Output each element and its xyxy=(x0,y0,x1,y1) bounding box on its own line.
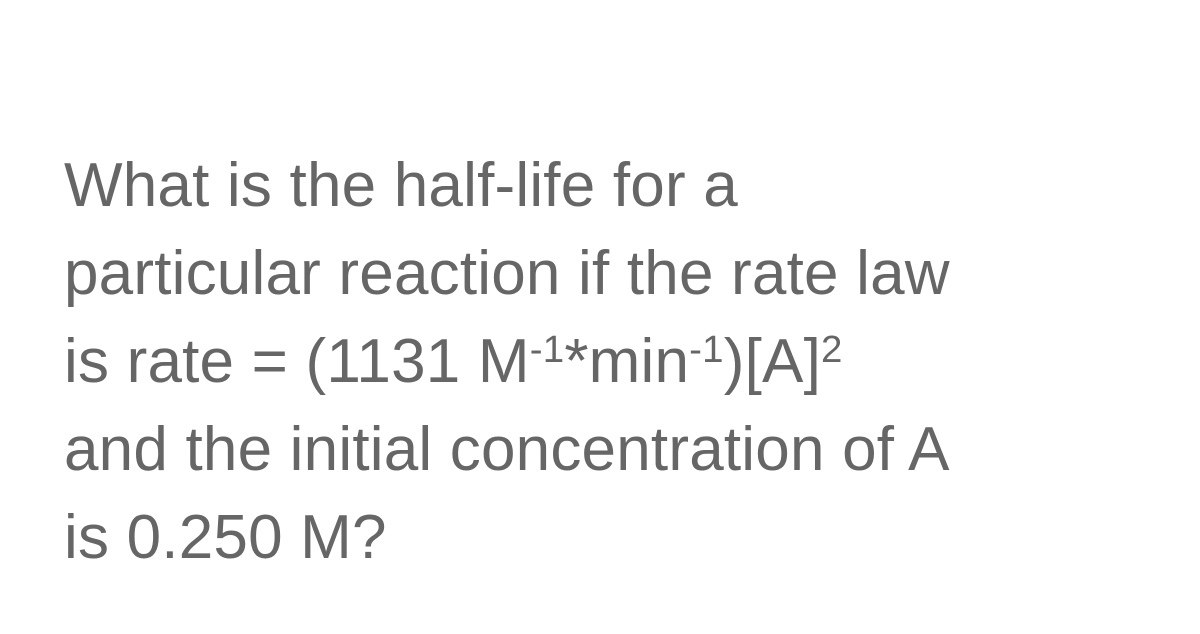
line-3-prefix: is rate = (1131 M xyxy=(64,327,530,396)
line-3-mid-2: )[A] xyxy=(724,327,821,396)
line-4: and the initial concentration of A xyxy=(64,415,950,484)
question-container: What is the half-life for a particular r… xyxy=(0,0,1200,634)
line-5: is 0.250 M? xyxy=(64,503,387,572)
superscript-2: 2 xyxy=(821,328,843,371)
question-text: What is the half-life for a particular r… xyxy=(64,142,1140,582)
line-3-mid-1: *min xyxy=(564,327,689,396)
line-1: What is the half-life for a xyxy=(64,151,738,220)
superscript-neg1-b: -1 xyxy=(689,328,724,371)
superscript-neg1-a: -1 xyxy=(530,328,565,371)
line-3: is rate = (1131 M-1*min-1)[A]2 xyxy=(64,327,843,396)
line-2: particular reaction if the rate law xyxy=(64,239,950,308)
